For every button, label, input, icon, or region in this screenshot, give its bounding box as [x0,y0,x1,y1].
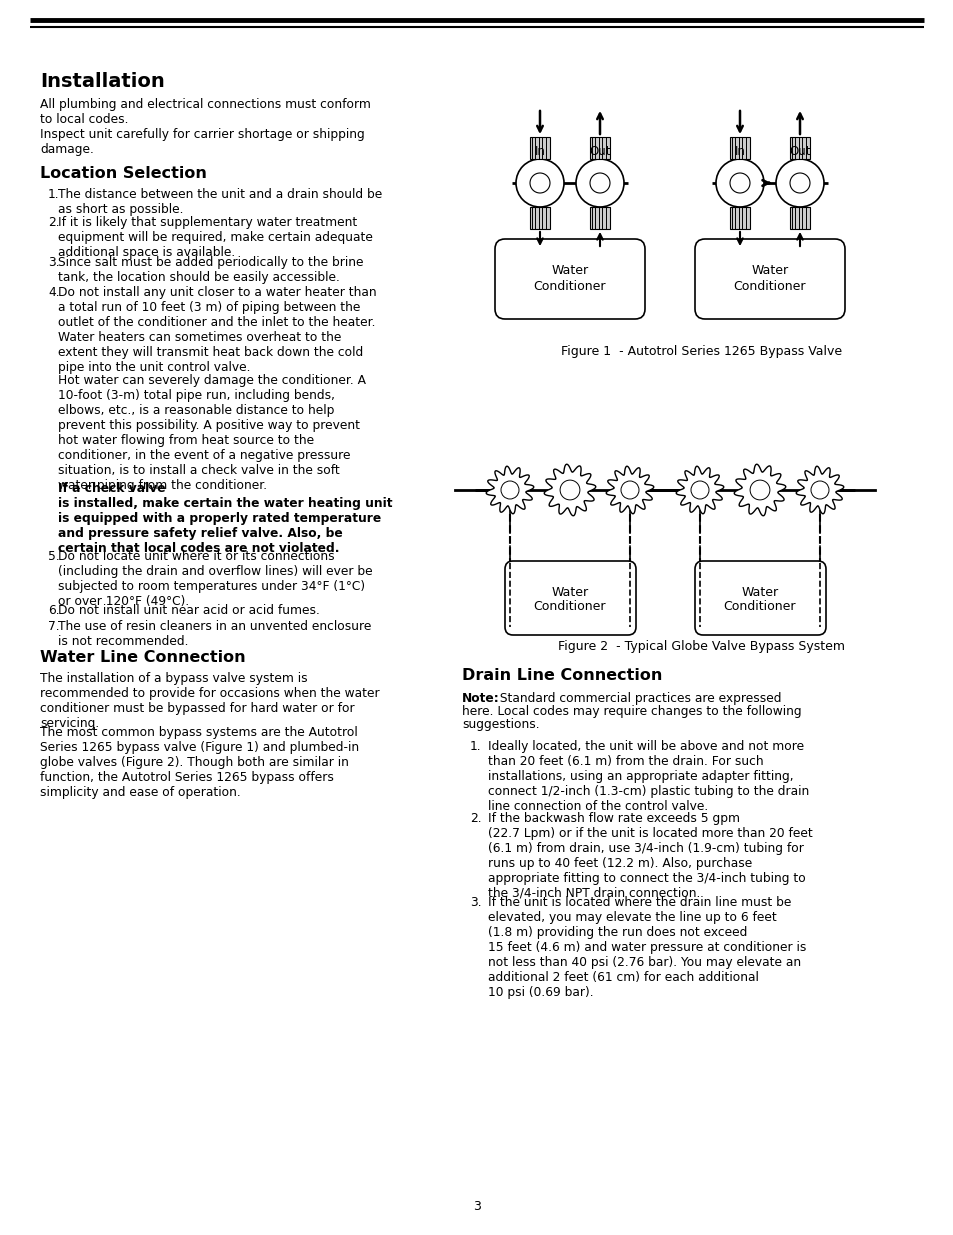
Circle shape [775,159,823,207]
Text: Note:: Note: [461,692,499,705]
Text: Standard commercial practices are expressed: Standard commercial practices are expres… [496,692,781,705]
Text: Conditioner: Conditioner [733,280,805,294]
Polygon shape [796,467,842,514]
Circle shape [789,173,809,193]
FancyBboxPatch shape [695,561,825,635]
Circle shape [500,480,518,499]
Text: Water Line Connection: Water Line Connection [40,650,245,664]
Text: Water: Water [551,585,588,599]
Polygon shape [486,467,534,514]
Text: Water: Water [551,264,588,278]
Text: Do not install any unit closer to a water heater than
a total run of 10 feet (3 : Do not install any unit closer to a wate… [58,287,376,374]
Text: Conditioner: Conditioner [533,280,605,294]
Text: 4.: 4. [48,287,59,299]
Bar [789,137,809,159]
Circle shape [716,159,763,207]
Circle shape [559,480,579,500]
Bar [729,207,749,228]
Circle shape [530,173,550,193]
Text: 7.: 7. [48,620,59,634]
Bar [789,207,809,228]
Bar [729,137,749,159]
Text: All plumbing and electrical connections must conform
to local codes.: All plumbing and electrical connections … [40,98,371,126]
Text: 1.: 1. [48,188,59,201]
Polygon shape [605,467,653,514]
Circle shape [749,480,769,500]
Text: Drain Line Connection: Drain Line Connection [461,668,661,683]
Text: If the unit is located where the drain line must be
elevated, you may elevate th: If the unit is located where the drain l… [488,897,805,999]
FancyBboxPatch shape [504,561,636,635]
Polygon shape [544,464,596,516]
Text: Figure 1  - Autotrol Series 1265 Bypass Valve: Figure 1 - Autotrol Series 1265 Bypass V… [561,345,841,358]
Circle shape [690,480,708,499]
Text: Figure 2  - Typical Globe Valve Bypass System: Figure 2 - Typical Globe Valve Bypass Sy… [558,640,844,653]
Text: The use of resin cleaners in an unvented enclosure
is not recommended.: The use of resin cleaners in an unvented… [58,620,371,648]
FancyBboxPatch shape [495,240,644,319]
Text: 1.: 1. [470,740,481,753]
Text: 2.: 2. [48,216,59,228]
Text: 5.: 5. [48,550,60,563]
Text: If the backwash flow rate exceeds 5 gpm
(22.7 Lpm) or if the unit is located mor: If the backwash flow rate exceeds 5 gpm … [488,811,812,900]
Circle shape [516,159,563,207]
Bar [530,137,550,159]
Text: In: In [534,144,545,158]
Text: The installation of a bypass valve system is
recommended to provide for occasion: The installation of a bypass valve syste… [40,672,379,730]
Text: Ideally located, the unit will be above and not more
than 20 feet (6.1 m) from t: Ideally located, the unit will be above … [488,740,808,813]
Text: 3.: 3. [48,256,59,269]
Text: Installation: Installation [40,72,165,91]
Text: Conditioner: Conditioner [723,599,796,613]
Text: 2.: 2. [470,811,481,825]
Text: suggestions.: suggestions. [461,718,539,731]
Bar [589,137,609,159]
Circle shape [589,173,609,193]
Text: Water: Water [751,264,788,278]
Text: Do not locate unit where it or its connections
(including the drain and overflow: Do not locate unit where it or its conne… [58,550,373,608]
Text: If a check valve
is installed, make certain the water heating unit
is equipped w: If a check valve is installed, make cert… [58,482,392,555]
Circle shape [620,480,639,499]
Polygon shape [734,464,785,516]
Text: Hot water can severely damage the conditioner. A
10-foot (3-m) total pipe run, i: Hot water can severely damage the condit… [58,374,366,492]
Text: 6.: 6. [48,604,59,618]
Text: Conditioner: Conditioner [533,599,605,613]
Bar [589,207,609,228]
Bar [530,207,550,228]
Text: Inspect unit carefully for carrier shortage or shipping
damage.: Inspect unit carefully for carrier short… [40,128,364,156]
Text: 3: 3 [473,1200,480,1213]
FancyBboxPatch shape [695,240,844,319]
Polygon shape [676,467,723,514]
Text: Out: Out [788,144,810,158]
Circle shape [729,173,749,193]
Text: Water: Water [740,585,778,599]
Text: Location Selection: Location Selection [40,165,207,182]
Text: Do not install unit near acid or acid fumes.: Do not install unit near acid or acid fu… [58,604,319,618]
Text: Since salt must be added periodically to the brine
tank, the location should be : Since salt must be added periodically to… [58,256,363,284]
Text: The distance between the unit and a drain should be
as short as possible.: The distance between the unit and a drai… [58,188,382,216]
Text: here. Local codes may require changes to the following: here. Local codes may require changes to… [461,705,801,718]
Text: 3.: 3. [470,897,481,909]
Circle shape [810,480,828,499]
Text: In: In [734,144,744,158]
Text: Out: Out [589,144,610,158]
Text: The most common bypass systems are the Autotrol
Series 1265 bypass valve (Figure: The most common bypass systems are the A… [40,726,358,799]
Text: If it is likely that supplementary water treatment
equipment will be required, m: If it is likely that supplementary water… [58,216,373,259]
Circle shape [576,159,623,207]
